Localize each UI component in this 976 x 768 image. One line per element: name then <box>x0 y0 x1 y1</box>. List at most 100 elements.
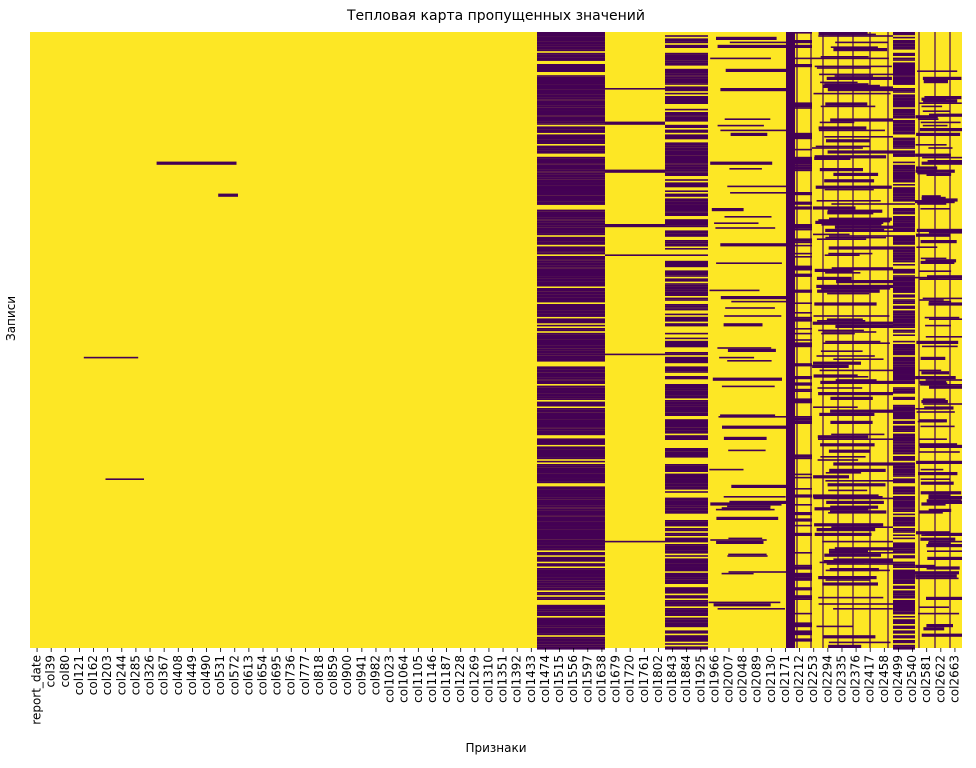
missing-cell <box>893 278 915 280</box>
missing-cell <box>893 272 915 274</box>
x-tick-label: col1638 <box>594 655 608 703</box>
missing-cell <box>893 196 915 199</box>
missing-cell <box>893 32 915 36</box>
missing-cell <box>795 488 812 490</box>
missing-cell <box>893 68 915 72</box>
missing-cell <box>605 254 665 256</box>
missing-cell <box>826 563 893 565</box>
missing-cell <box>893 528 915 530</box>
missing-cell <box>822 635 876 639</box>
missing-cell <box>537 259 605 261</box>
missing-cell <box>728 537 763 540</box>
missing-cell <box>665 569 708 572</box>
missing-cell <box>834 225 893 229</box>
missing-cell <box>893 235 915 239</box>
missing-cell <box>829 548 893 551</box>
missing-cell <box>795 504 812 506</box>
missing-cell <box>814 268 853 272</box>
missing-cell <box>816 625 854 628</box>
missing-cell <box>893 529 915 532</box>
missing-cell <box>893 457 915 461</box>
missing-cell <box>893 534 915 536</box>
missing-cell <box>537 123 605 125</box>
missing-cell <box>815 185 892 189</box>
missing-cell <box>537 251 605 253</box>
missing-cell <box>893 78 915 80</box>
missing-cell <box>665 185 708 188</box>
missing-cell <box>893 252 915 255</box>
missing-cell <box>537 374 605 378</box>
missing-cell <box>815 145 871 148</box>
missing-cell <box>665 476 708 479</box>
missing-cell <box>893 550 915 552</box>
missing-cell <box>537 219 605 221</box>
missing-cell <box>537 291 605 295</box>
missing-cell <box>537 377 605 380</box>
missing-cell <box>665 368 708 372</box>
missing-cell <box>537 267 605 269</box>
x-tick-label: col1515 <box>552 655 566 703</box>
missing-cell <box>537 457 605 460</box>
x-tick-label: col1392 <box>510 655 524 703</box>
x-tick-label: col39 <box>44 655 58 688</box>
missing-cell <box>893 177 915 180</box>
missing-cell <box>922 156 962 159</box>
missing-cell <box>828 246 893 250</box>
missing-cell <box>795 268 812 271</box>
missing-cell <box>537 56 605 58</box>
missing-cell <box>537 83 605 85</box>
missing-cell <box>665 318 708 320</box>
missing-cell <box>795 64 812 68</box>
missing-cell <box>537 195 605 199</box>
missing-cell <box>814 302 877 306</box>
missing-cell <box>665 305 708 308</box>
x-tick-label: col2417 <box>863 655 877 703</box>
missing-cell <box>825 579 871 581</box>
missing-cell <box>724 315 782 317</box>
missing-cell <box>829 552 893 554</box>
missing-cell <box>795 457 812 460</box>
missing-cell <box>665 294 708 296</box>
missing-cell <box>665 388 708 391</box>
missing-cell <box>727 505 771 508</box>
missing-cell <box>665 179 708 181</box>
missing-cell <box>816 200 881 202</box>
missing-cell <box>893 635 915 639</box>
missing-cell <box>893 299 915 301</box>
missing-cell <box>537 214 605 216</box>
missing-cell <box>816 67 871 69</box>
missing-cell <box>833 48 888 52</box>
missing-cell <box>727 185 786 188</box>
missing-cell <box>537 120 605 122</box>
missing-cell <box>822 582 878 586</box>
missing-cell <box>795 344 812 348</box>
missing-cell <box>665 211 708 213</box>
x-tick-label: col654 <box>256 655 270 695</box>
missing-cell <box>918 510 943 514</box>
missing-cell <box>665 155 708 159</box>
missing-cell <box>893 145 915 148</box>
x-tick-label: col613 <box>241 655 255 695</box>
missing-cell <box>928 302 962 306</box>
missing-cell <box>665 307 708 309</box>
missing-cell <box>795 512 812 516</box>
missing-cell <box>893 396 915 400</box>
missing-cell <box>893 508 915 511</box>
missing-cell <box>795 339 812 341</box>
missing-cell <box>893 435 915 437</box>
missing-cell <box>537 488 605 490</box>
missing-cell <box>818 129 885 132</box>
x-tick-label: col695 <box>270 655 284 695</box>
missing-cell <box>665 507 708 511</box>
missing-cell <box>537 140 605 143</box>
missing-cell <box>893 75 915 77</box>
missing-cell <box>537 299 605 303</box>
missing-cell <box>830 396 873 400</box>
missing-cell <box>795 244 812 247</box>
missing-cell <box>537 390 605 392</box>
missing-cell <box>537 392 605 394</box>
missing-cell <box>537 112 605 116</box>
missing-cell <box>537 432 605 436</box>
missing-cell <box>665 448 708 452</box>
missing-cell <box>893 472 915 474</box>
